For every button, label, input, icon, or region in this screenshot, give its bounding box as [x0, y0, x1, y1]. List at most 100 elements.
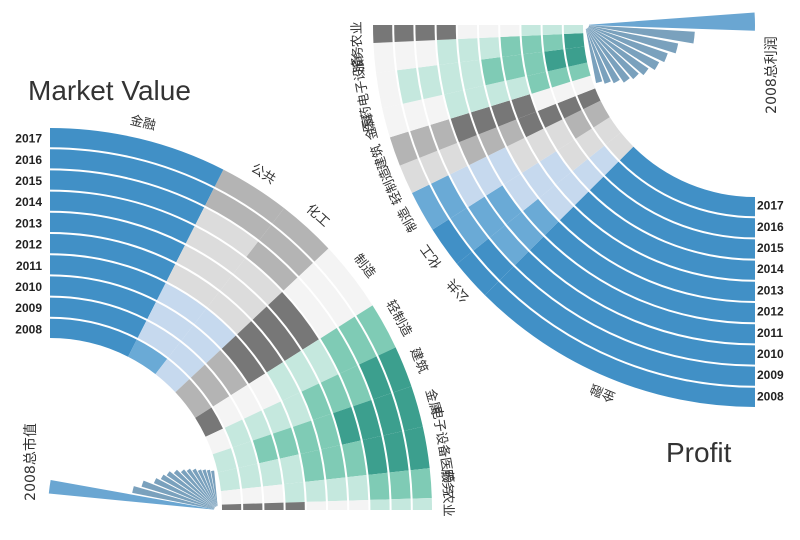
- chart-cell-1-7-6: [502, 54, 526, 81]
- chart-cell-0-1-4: [166, 264, 220, 308]
- chart-cell-0-3-1: [190, 364, 230, 407]
- category-label-1-8: 服务: [349, 46, 367, 73]
- chart-cell-1-4-6: [518, 111, 544, 138]
- chart-cell-1-5-7: [531, 88, 556, 111]
- category-label-0-3: 制造: [350, 251, 378, 281]
- chart-cell-1-6-8: [547, 67, 571, 88]
- chart-cell-1-4-2: [439, 142, 468, 175]
- chart-cell-0-6-1: [232, 441, 258, 468]
- chart-cell-1-6-7: [527, 71, 551, 94]
- year-label-1-9: 2017: [757, 199, 784, 213]
- chart-cell-0-6-5: [313, 413, 341, 450]
- chart-cell-0-6-3: [272, 427, 299, 459]
- chart-cell-0-1-1: [137, 320, 181, 358]
- value-bar-0-13: [211, 470, 218, 507]
- chart-cell-0-9-4: [306, 501, 326, 510]
- value-bar-0-5: [166, 471, 215, 508]
- chart-cell-0-1-7: [195, 207, 259, 257]
- chart-cell-1-5-2: [430, 119, 458, 151]
- chart-cell-0-0-7: [50, 170, 205, 225]
- chart-cell-1-0-2: [514, 251, 755, 365]
- chart-cell-1-2-1: [450, 208, 489, 251]
- chart-cell-0-5-3: [263, 401, 292, 434]
- value-bar-0-8: [186, 468, 216, 507]
- chart-cell-1-2-2: [468, 196, 505, 238]
- chart-cell-1-8-7: [521, 35, 543, 55]
- chart-cell-0-5-7: [339, 365, 372, 407]
- chart-cell-0-1-8: [205, 188, 272, 241]
- year-label-1-8: 2016: [757, 220, 784, 234]
- chart-cell-1-6-9: [568, 62, 591, 82]
- chart-cell-0-5-4: [282, 392, 312, 427]
- chart-cell-1-7-7: [523, 51, 546, 76]
- year-label-1-0: 2008: [757, 389, 784, 403]
- chart-cell-0-2-9: [272, 208, 329, 262]
- year-label-1-1: 2009: [757, 368, 784, 382]
- chart-cell-0-0-0: [50, 318, 137, 357]
- chart-cell-0-6-6: [333, 406, 361, 445]
- chart-cell-0-8-2: [263, 484, 284, 504]
- chart-cell-1-9-5: [479, 25, 499, 39]
- chart-cell-0-8-4: [305, 479, 326, 502]
- category-label-1-3: 制造: [395, 204, 421, 234]
- chart-cell-1-8-9: [564, 33, 585, 49]
- chart-cell-1-9-6: [500, 25, 520, 38]
- category-label-1-5: 建筑: [368, 142, 392, 172]
- chart-cell-1-1-0: [456, 251, 499, 296]
- chart-cell-0-1-3: [156, 282, 207, 324]
- chart-cell-1-3-2: [450, 165, 485, 207]
- chart-cell-0-4-6: [302, 339, 339, 383]
- chart-cell-1-1-7: [572, 159, 604, 191]
- chart-cell-1-1-9: [605, 132, 634, 161]
- chart-cell-1-3-6: [526, 128, 557, 162]
- chart-cell-1-7-1: [397, 67, 422, 104]
- chart-cell-0-2-7: [246, 241, 298, 291]
- year-label-0-0: 2008: [15, 322, 42, 336]
- chart-cell-0-8-1: [242, 486, 263, 504]
- chart-cell-1-1-3: [506, 212, 544, 251]
- chart-cell-1-6-6: [506, 76, 530, 100]
- chart-cell-1-3-8: [564, 109, 592, 139]
- chart-cell-0-9-7: [370, 499, 390, 510]
- chart-cell-0-1-5: [176, 245, 233, 291]
- chart-cell-0-3-2: [206, 350, 248, 396]
- year-label-1-7: 2015: [757, 241, 784, 255]
- chart-cell-1-9-1: [394, 25, 414, 42]
- chart-cell-1-0-0: [484, 281, 755, 407]
- chart-cell-0-7-6: [341, 440, 367, 478]
- chart-cell-0-1-2: [147, 301, 194, 341]
- chart-cell-1-5-6: [511, 94, 536, 119]
- year-label-0-7: 2015: [15, 174, 42, 188]
- chart-cell-1-9-9: [563, 25, 584, 35]
- category-label-0-1: 公共: [248, 161, 278, 188]
- chart-cell-0-6-0: [212, 448, 237, 473]
- chart-cell-1-3-1: [430, 175, 467, 219]
- value-bar-1-2: [588, 25, 679, 54]
- category-label-0-8: 服务: [438, 468, 456, 495]
- chart-cell-0-9-0: [221, 503, 242, 510]
- chart-cell-0-0-5: [50, 212, 185, 263]
- chart-cell-0-7-1: [238, 463, 262, 489]
- chart-cell-1-7-5: [481, 57, 505, 86]
- category-label-1-1: 公共: [445, 276, 474, 305]
- chart-cell-0-7-4: [300, 449, 325, 482]
- chart-cell-0-6-8: [373, 393, 403, 436]
- chart-cell-1-7-9: [565, 46, 588, 67]
- chart-cell-1-5-1: [410, 125, 438, 158]
- chart-cell-0-8-8: [389, 470, 411, 500]
- chart-cell-0-0-9: [50, 128, 224, 187]
- chart-cell-0-7-7: [362, 435, 388, 475]
- chart-cell-1-5-3: [450, 112, 477, 143]
- category-label-0-5: 建筑: [407, 346, 432, 376]
- chart-cell-1-0-1: [499, 266, 755, 386]
- chart-cell-1-8-5: [479, 37, 501, 60]
- chart-cell-0-0-8: [50, 149, 214, 206]
- chart-cell-0-7-9: [404, 426, 430, 471]
- chart-cell-0-4-8: [338, 316, 377, 365]
- chart-cell-0-9-5: [327, 500, 348, 510]
- chart-cell-1-5-0: [389, 131, 418, 166]
- category-label-1-6: 金属: [359, 112, 381, 141]
- value-bar-0-2: [141, 480, 215, 509]
- chart-cell-1-1-5: [539, 185, 574, 221]
- chart-cell-0-9-3: [285, 501, 305, 510]
